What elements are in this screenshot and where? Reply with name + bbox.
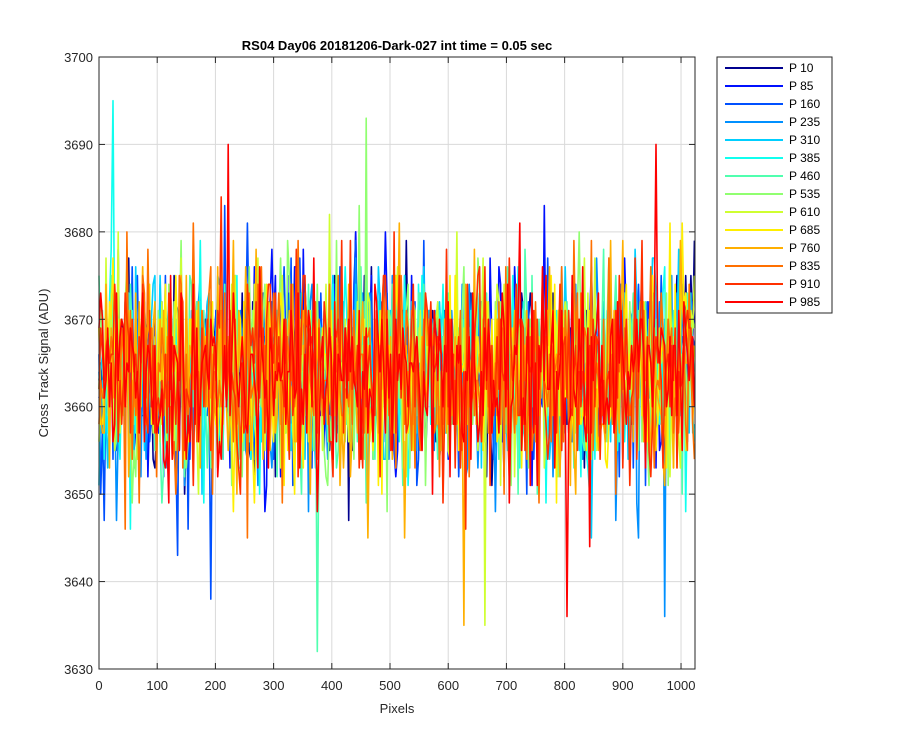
- y-tick-label: 3630: [64, 662, 93, 677]
- y-tick-label: 3680: [64, 225, 93, 240]
- x-tick-label: 0: [95, 678, 102, 693]
- legend-label: P 835: [789, 259, 820, 273]
- legend-label: P 385: [789, 151, 820, 165]
- y-tick-label: 3660: [64, 400, 93, 415]
- x-tick-label: 400: [321, 678, 343, 693]
- x-axis-label: Pixels: [380, 701, 415, 716]
- x-tick-label: 300: [263, 678, 285, 693]
- x-tick-label: 600: [437, 678, 459, 693]
- y-tick-label: 3690: [64, 137, 93, 152]
- x-tick-label: 900: [612, 678, 634, 693]
- series-group: [98, 99, 696, 653]
- legend-label: P 985: [789, 295, 820, 309]
- axis-ticks: 0 100 200 300 400 500 600 700 800 900 1000 3630 3640…: [64, 50, 695, 693]
- legend-label: P 760: [789, 241, 820, 255]
- legend-box: [716, 56, 833, 314]
- y-tick-label: 3650: [64, 487, 93, 502]
- x-tick-label: 200: [205, 678, 227, 693]
- y-tick-label: 3640: [64, 575, 93, 590]
- x-tick-label: 100: [146, 678, 168, 693]
- legend-label: P 235: [789, 115, 820, 129]
- y-axis-label: Cross Track Signal (ADU): [36, 289, 51, 438]
- y-tick-label: 3700: [64, 50, 93, 65]
- legend-label: P 610: [789, 205, 820, 219]
- legend-label: P 685: [789, 223, 820, 237]
- x-tick-label: 1000: [667, 678, 696, 693]
- legend-label: P 460: [789, 169, 820, 183]
- plot-frame: [98, 56, 696, 670]
- legend-label: P 10: [789, 61, 814, 75]
- legend: P 10 P 85 P 160 P 235 P 310 P 385 P 460 P 535 P …: [716, 56, 833, 314]
- x-tick-label: 800: [554, 678, 576, 693]
- legend-label: P 160: [789, 97, 820, 111]
- legend-label: P 310: [789, 133, 820, 147]
- x-tick-label: 500: [379, 678, 401, 693]
- legend-label: P 535: [789, 187, 820, 201]
- y-tick-label: 3670: [64, 312, 93, 327]
- chart-title: RS04 Day06 20181206-Dark-027 int time = …: [242, 38, 552, 53]
- legend-label: P 910: [789, 277, 820, 291]
- series-line-p-985: [98, 143, 696, 618]
- legend-label: P 85: [789, 79, 814, 93]
- x-tick-label: 700: [496, 678, 518, 693]
